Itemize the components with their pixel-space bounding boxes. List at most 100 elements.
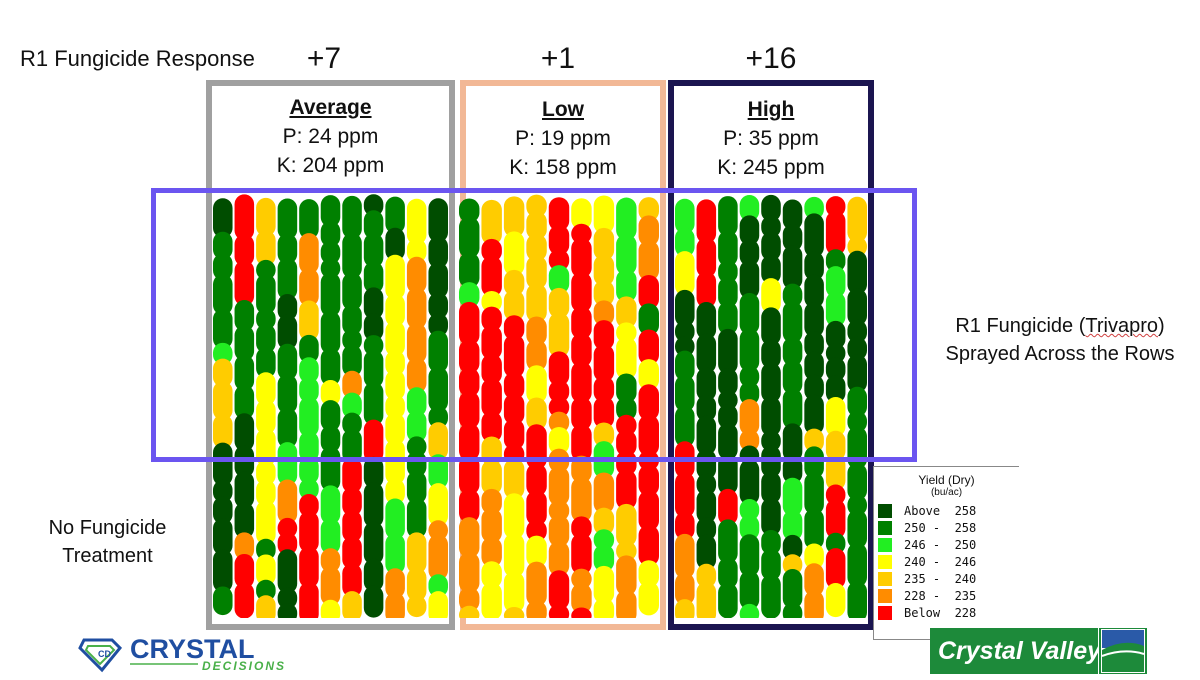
legend-label: 240 - 246 xyxy=(904,554,977,569)
yield-cell xyxy=(459,552,480,594)
yield-cell xyxy=(675,336,695,357)
yield-cell xyxy=(782,337,803,367)
yield-cell xyxy=(739,328,760,372)
yield-cell xyxy=(213,381,233,421)
yield-cell xyxy=(385,478,405,505)
panel-high-k: K: 245 ppm xyxy=(717,156,825,179)
yield-cell xyxy=(320,425,341,453)
legend-entry: 250 - 258 xyxy=(878,519,1019,536)
yield-cell xyxy=(503,196,525,238)
panel-high-p: P: 35 ppm xyxy=(723,127,819,150)
yield-cell xyxy=(277,233,298,265)
yield-cell xyxy=(638,329,659,366)
yield-cell xyxy=(761,362,781,403)
yield-cell xyxy=(406,198,427,245)
yield-cell xyxy=(804,251,824,281)
yield-cell xyxy=(847,196,867,243)
yield-cell xyxy=(548,515,570,548)
yield-cell xyxy=(428,330,448,373)
yield-cell xyxy=(481,306,502,332)
yield-cell xyxy=(213,309,233,349)
logo-word-crystal: CRYSTAL xyxy=(130,634,255,664)
yield-cell xyxy=(342,591,362,618)
yield-cell xyxy=(718,277,738,308)
yield-cell xyxy=(459,587,480,612)
yield-cell xyxy=(593,227,615,261)
yield-cell xyxy=(593,565,615,604)
yield-cell xyxy=(406,532,427,574)
yield-cell xyxy=(481,378,502,418)
yield-cell xyxy=(320,566,341,606)
yield-cell xyxy=(277,442,298,486)
yield-cell xyxy=(718,488,738,526)
yield-cell xyxy=(571,568,592,590)
yield-cell xyxy=(363,287,384,320)
yield-cell xyxy=(616,555,637,596)
legend-swatch xyxy=(878,503,892,518)
diamond-logo-icon: CD xyxy=(78,638,123,673)
yield-cell xyxy=(299,396,319,438)
yield-cell xyxy=(675,472,695,518)
yield-cell xyxy=(503,269,525,296)
yield-cell xyxy=(696,271,717,308)
yield-cell xyxy=(548,570,570,611)
spray-label-suffix: ) xyxy=(1158,315,1165,337)
yield-cell xyxy=(342,563,362,598)
yield-cell xyxy=(526,316,547,346)
yield-cell xyxy=(526,194,547,218)
yield-cell xyxy=(342,429,362,464)
yield-cell xyxy=(213,198,233,238)
yield-cell xyxy=(616,336,637,380)
yield-cell xyxy=(503,418,525,450)
yield-cell xyxy=(256,479,276,507)
yield-cell xyxy=(459,198,480,223)
yield-cell xyxy=(526,424,547,470)
yield-cell xyxy=(299,582,319,618)
yield-cell xyxy=(847,288,867,326)
yield-cell xyxy=(213,442,233,486)
yield-cell xyxy=(847,494,867,516)
yield-cell xyxy=(782,569,803,609)
yield-cell xyxy=(459,252,480,289)
yield-cell xyxy=(616,322,637,343)
legend-label: 235 - 240 xyxy=(904,571,977,586)
yield-cell xyxy=(825,548,846,590)
legend-entry: 235 - 240 xyxy=(878,570,1019,587)
yield-cell xyxy=(320,310,341,355)
yield-cell xyxy=(256,347,276,379)
yield-cell xyxy=(320,518,341,555)
yield-cell xyxy=(804,374,824,401)
yield-cell xyxy=(503,315,525,341)
yield-cell xyxy=(481,411,502,443)
yield-cell xyxy=(825,455,846,491)
yield-cell xyxy=(320,348,341,387)
yield-cell xyxy=(718,582,738,618)
yield-cell xyxy=(782,510,803,541)
yield-cell xyxy=(571,198,592,230)
yield-cell xyxy=(406,410,427,443)
yield-cell xyxy=(739,292,760,335)
yield-cell xyxy=(593,376,615,403)
spray-label-prefix: R1 Fungicide ( xyxy=(955,315,1086,337)
legend-title: Yield (Dry) xyxy=(918,473,975,487)
yield-cell xyxy=(571,223,592,245)
yield-cell xyxy=(406,357,427,394)
yield-cell xyxy=(548,312,570,358)
yield-cell xyxy=(213,549,233,593)
yield-cell xyxy=(277,479,298,524)
yield-cell xyxy=(503,372,525,400)
yield-cell xyxy=(675,533,695,579)
yield-cell xyxy=(718,519,738,564)
yield-cell xyxy=(548,380,570,403)
yield-cell xyxy=(825,375,846,403)
yield-cell xyxy=(385,227,405,261)
legend-label: 246 - 250 xyxy=(904,537,977,552)
yield-cell xyxy=(363,558,384,592)
legend-label: Above 258 xyxy=(904,503,977,518)
yield-cell xyxy=(739,498,760,521)
yield-cell xyxy=(503,607,525,618)
yield-cell xyxy=(256,230,276,266)
yield-cell xyxy=(481,488,502,515)
yield-cell xyxy=(739,570,760,610)
yield-cell xyxy=(616,269,637,303)
